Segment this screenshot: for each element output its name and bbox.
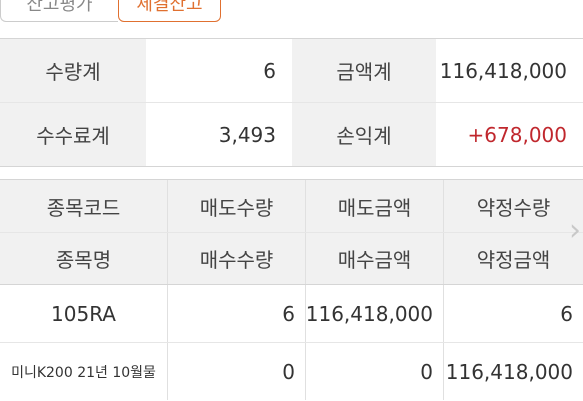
cell-sell-qty: 6 [167,285,305,342]
cell-sell-amount: 116,418,000 [305,285,443,342]
fee-total-label: 수수료계 [0,103,146,166]
table-row[interactable]: 미니K200 21년 10월물 0 0 116,418,000 [0,342,583,400]
cell-buy-amount: 0 [305,343,443,400]
qty-total-value: 6 [146,39,292,102]
tab-bar: 잔고평가 체결잔고 [0,0,583,38]
cell-buy-qty: 0 [167,343,305,400]
tab-executed-balance[interactable]: 체결잔고 [118,0,221,22]
summary-row: 수수료계 3,493 손익계 +678,000 [0,102,583,166]
summary-table: 수량계 6 금액계 116,418,000 수수료계 3,493 손익계 +67… [0,38,583,167]
col-header-name: 종목명 [55,248,112,272]
cell-code: 105RA [51,301,116,326]
col-header-sell-qty: 매도수량 [167,180,305,232]
qty-total-label: 수량계 [0,39,146,102]
col-header-sell-amount: 매도금액 [305,180,443,232]
cell-contract-qty: 6 [443,285,583,342]
amount-total-label: 금액계 [292,39,436,102]
col-header-contract-qty: 약정수량 [443,180,583,232]
col-header-buy-qty: 매수수량 [167,233,305,284]
pnl-total-value: +678,000 [436,103,583,166]
pnl-total-label: 손익계 [292,103,436,166]
cell-contract-amount: 116,418,000 [443,343,583,400]
col-header-buy-amount: 매수금액 [305,233,443,284]
chevron-right-icon[interactable]: › [569,213,581,248]
cell-name: 미니K200 21년 10월물 [11,364,156,381]
amount-total-value: 116,418,000 [436,39,583,102]
fee-total-value: 3,493 [146,103,292,166]
tab-balance-evaluation[interactable]: 잔고평가 [0,0,118,22]
position-grid: 종목코드 매도수량 매도금액 약정수량 종목명 매수수량 매수금액 약정금액 1… [0,179,583,400]
grid-header-row: 종목코드 매도수량 매도금액 약정수량 [0,180,583,232]
col-header-contract-amount: 약정금액 [443,233,583,284]
grid-header-row: 종목명 매수수량 매수금액 약정금액 [0,232,583,284]
col-header-code: 종목코드 [46,195,121,220]
table-row[interactable]: 105RA 6 116,418,000 6 [0,284,583,342]
summary-row: 수량계 6 금액계 116,418,000 [0,39,583,102]
